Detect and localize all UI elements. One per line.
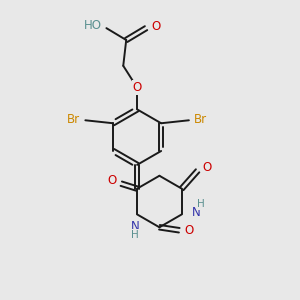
Text: Br: Br: [67, 113, 80, 126]
Text: H: H: [197, 200, 204, 209]
Text: O: O: [202, 161, 212, 174]
Text: O: O: [151, 20, 160, 33]
Text: O: O: [133, 81, 142, 94]
Text: N: N: [131, 220, 140, 233]
Text: H: H: [131, 230, 139, 240]
Text: HO: HO: [83, 19, 101, 32]
Text: N: N: [192, 206, 200, 219]
Text: O: O: [107, 174, 116, 187]
Text: O: O: [184, 224, 194, 237]
Text: Br: Br: [194, 113, 207, 126]
